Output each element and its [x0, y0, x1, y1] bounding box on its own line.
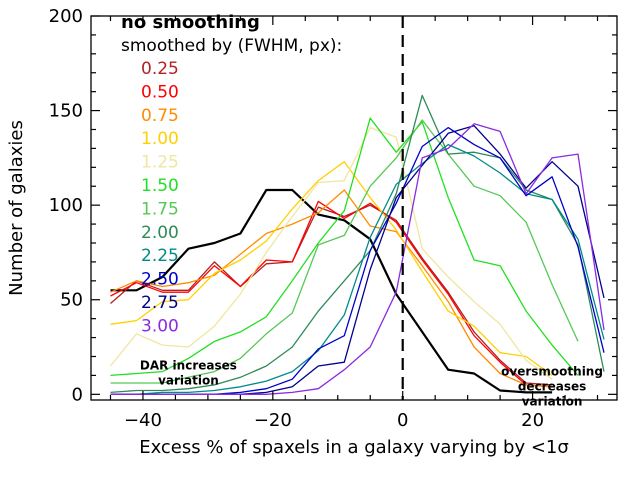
series-line	[110, 200, 553, 388]
plot-frame	[90, 15, 618, 401]
y-tick-label: 200	[49, 6, 83, 27]
legend-header: no smoothing	[121, 12, 260, 33]
annotation-text: variation	[522, 394, 583, 408]
series-layer	[109, 94, 605, 395]
legend-entry: 0.50	[141, 82, 179, 102]
x-tick-label: −40	[124, 410, 162, 431]
annotation-text: variation	[158, 374, 219, 388]
legend-entry: 2.25	[141, 246, 179, 266]
series-line	[109, 126, 553, 380]
y-axis-title: Number of galaxies	[6, 120, 27, 296]
x-tick-label: 20	[521, 410, 544, 431]
annotation-text: oversmoothing	[501, 364, 603, 378]
series-line	[110, 189, 553, 388]
series-line	[110, 123, 605, 395]
annotation-text: DAR increases	[140, 359, 237, 373]
legend-entry: 1.00	[141, 129, 179, 149]
y-tick-label: 150	[49, 101, 83, 122]
legend-entry: 2.00	[141, 223, 179, 243]
x-tick-label: −20	[254, 410, 292, 431]
series-line	[110, 119, 579, 384]
legend-entry: 2.50	[141, 270, 179, 290]
legend-entry: 1.50	[141, 176, 179, 196]
annotations: DAR increasesvariationoversmoothingdecre…	[140, 359, 603, 409]
y-tick-label: 100	[49, 195, 83, 216]
legend-entry: 2.75	[141, 293, 179, 313]
legend-entry: 1.75	[141, 199, 179, 219]
series-line	[110, 161, 553, 376]
legend-entry: 1.25	[141, 153, 179, 173]
legend-entry: 3.00	[141, 316, 179, 336]
legend: no smoothing smoothed by (FWHM, px): 0.25 0…	[121, 12, 342, 336]
series-line	[110, 204, 553, 386]
x-axis-title: Excess % of spaxels in a galaxy varying …	[139, 437, 569, 458]
legend-subheader: smoothed by (FWHM, px):	[121, 36, 342, 56]
legend-entry: 0.25	[141, 59, 179, 79]
y-tick-label: 0	[72, 384, 83, 405]
annotation-text: decreases	[518, 379, 586, 393]
y-tick-label: 50	[60, 290, 83, 311]
legend-entry: 0.75	[141, 106, 179, 126]
series-line	[110, 188, 553, 394]
series-line	[110, 117, 579, 377]
x-tick-label: 0	[397, 410, 408, 431]
